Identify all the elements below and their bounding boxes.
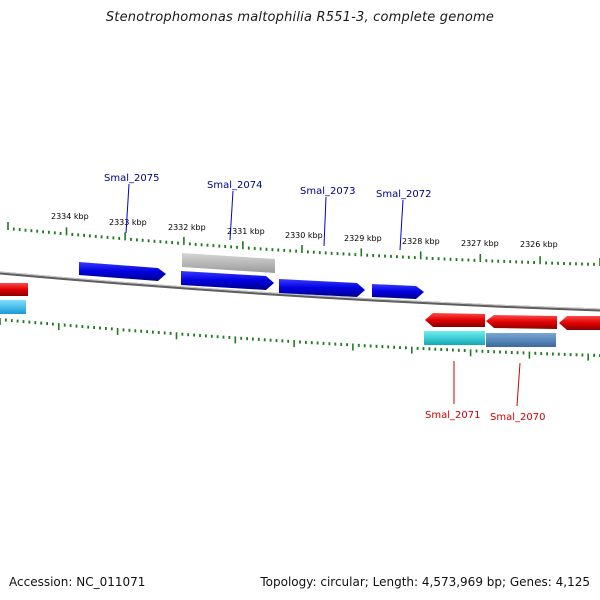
gene-smal-2071-arrow [425,313,485,327]
gene-label-smal-2072: Smal_2072 [376,189,431,200]
gene-label-smal-2070: Smal_2070 [490,412,545,423]
scale-label: 2330 kbp [285,231,323,240]
genome-backbone [0,271,600,312]
map-title: Stenotrophomonas maltophilia R551-3, com… [105,10,495,25]
gene-smal-2070-arrow [486,315,557,329]
label-leader-smal-2073 [323,196,327,247]
inner-tick-track [0,318,600,361]
topology-text: Topology: circular; Length: 4,573,969 bp… [260,575,590,589]
scale-label: 2329 kbp [344,234,382,243]
scale-label: 2332 kbp [168,223,206,232]
label-leader-smal-2072 [399,199,404,251]
accession-text: Accession: NC_011071 [9,575,146,589]
scale-label: 2331 kbp [227,227,265,236]
scale-label: 2333 kbp [109,218,147,227]
gene-smal-2074-arrow [181,271,274,290]
cyan-feature-track [424,331,485,345]
gene-label-smal-2074: Smal_2074 [207,180,262,191]
label-leader-smal-2070 [516,362,521,407]
scale-label: 2328 kbp [402,237,440,246]
gray-feature-track [182,253,275,273]
gene-next-reverse-arrow [559,316,600,330]
steelblue-feature-track [486,333,556,347]
gene-label-smal-2071: Smal_2071 [425,410,480,421]
left-edge-cyan-feature [0,300,26,314]
scale-label: 2327 kbp [461,239,499,248]
label-leader-smal-2075 [125,183,130,234]
gene-smal-2073-arrow [279,279,365,297]
scale-label: 2334 kbp [51,212,89,221]
gene-label-smal-2075: Smal_2075 [104,173,159,184]
genome-backbone-highlight [0,271,600,310]
left-edge-red-feature [0,283,28,296]
scale-label: 2326 kbp [520,240,558,249]
gene-label-smal-2073: Smal_2073 [300,186,355,197]
gene-smal-2072-arrow [372,284,424,299]
gene-smal-2075-arrow [79,262,166,281]
outer-tick-track [7,222,600,266]
label-leader-smal-2074 [229,190,234,241]
